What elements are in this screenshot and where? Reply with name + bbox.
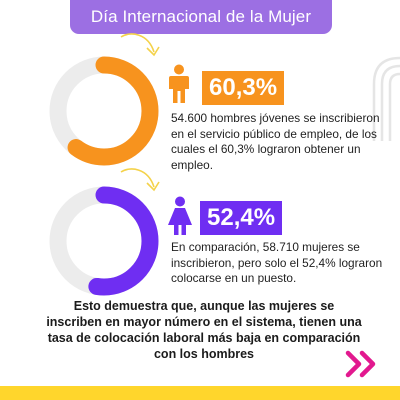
men-description: 54.600 hombres jóvenes se inscribieron e… <box>171 111 380 172</box>
arrow-icon <box>120 168 160 192</box>
arrow-icon <box>120 33 160 57</box>
male-person-icon <box>169 64 189 103</box>
women-employment-donut <box>49 186 159 296</box>
bottom-accent-bar <box>0 386 400 400</box>
men-percent-badge: 60,3% <box>202 71 285 105</box>
men-employment-donut <box>49 56 159 166</box>
men-rate-arc <box>49 56 159 166</box>
female-person-icon <box>168 196 192 235</box>
decorative-lines <box>372 56 400 141</box>
double-chevron-right-icon[interactable] <box>344 349 380 379</box>
women-rate-arc <box>49 186 159 296</box>
conclusion-text: Esto demuestra que, aunque las mujeres s… <box>46 299 362 361</box>
women-description: En comparación, 58.710 mujeres se inscri… <box>171 240 383 285</box>
women-percent-badge: 52,4% <box>200 201 283 235</box>
title-banner: Día Internacional de la Mujer <box>70 0 332 34</box>
page-title: Día Internacional de la Mujer <box>90 7 312 26</box>
